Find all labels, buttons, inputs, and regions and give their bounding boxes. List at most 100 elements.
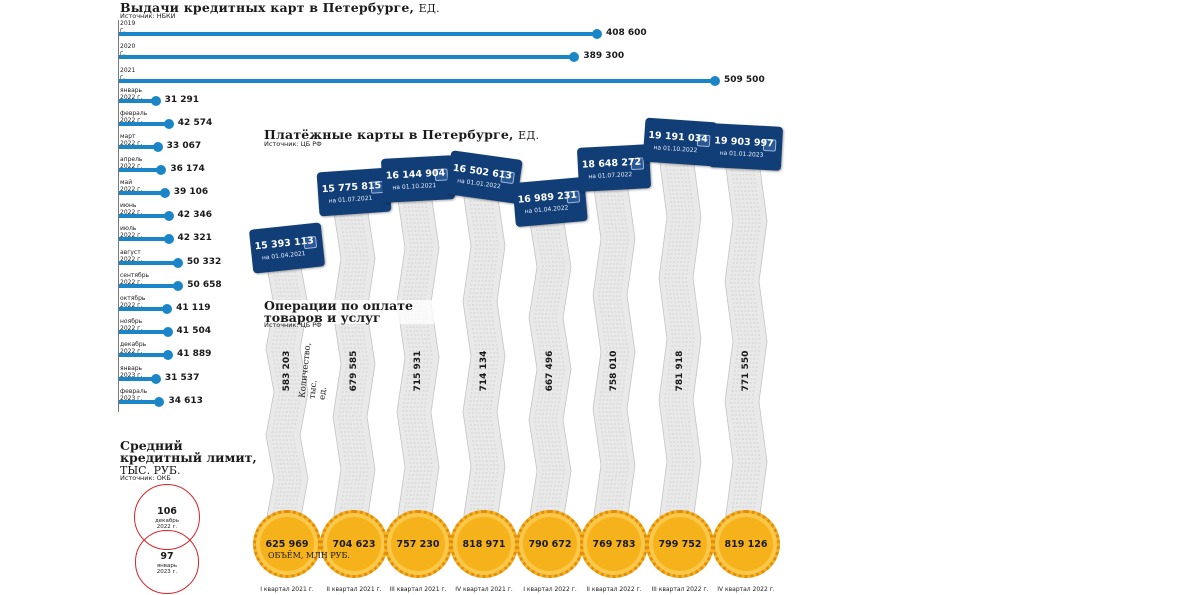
payment-card: 19 903 997 на 01.01.2023 [708,123,784,171]
issues-value-label: 42 321 [177,233,212,243]
ops-count-label: 583 203 [282,350,292,392]
ops-volume-label: 704 623 [332,539,376,550]
issues-bar [119,168,162,172]
issues-bar [119,99,156,103]
receipt-strip [528,215,572,523]
card-date-label: на 01.10.2021 [392,182,437,192]
ops-volume-coin: 819 126 [712,510,780,578]
issues-bar-dot [173,281,184,291]
ops-quarter-label: I квартал 2021 г. [260,586,314,593]
issues-value-label: 33 067 [166,141,202,151]
cards-title-text: Платёжные карты в Петербурге, [264,127,514,142]
issues-category-label: сентябрь 2022 г. [120,272,150,286]
issues-bar [119,145,158,149]
issues-value-label: 509 500 [724,75,765,85]
ops-volume-label: 790 672 [528,539,572,550]
issues-category-label: 2020 г. [120,43,136,57]
issues-bar [119,330,168,334]
limit-ring [135,530,199,594]
issues-source: Источник: НБКИ [120,12,176,20]
payment-card: 16 144 904 на 01.10.2021 [380,155,456,203]
card-date-label: на 01.04.2021 [261,250,306,262]
receipt-strip [396,192,440,523]
issues-bar-dot [154,397,165,407]
ops-volume-coin: 790 672 [516,510,584,578]
ops-quarter-label: III квартал 2022 г. [651,586,709,593]
card-date-label: на 01.07.2021 [328,194,373,205]
issues-bar [119,284,179,288]
ops-quarter-label: IV квартал 2021 г. [455,586,513,593]
card-date-label: на 01.07.2022 [588,171,633,181]
issues-category-label: декабрь 2022 г. [120,341,147,355]
ops-title: Операции по оплате товаров и услуг [264,299,434,324]
card-value-label: 15 393 113 [254,235,315,253]
issues-bar-dot [162,304,173,314]
ops-volume-coin: 757 230 [384,510,452,578]
receipt-strip [724,160,768,523]
ops-quarter-label: IV квартал 2022 г. [717,586,775,593]
payment-card: 15 393 113 на 01.04.2021 [248,222,326,274]
issues-bar [119,55,575,59]
limit-title-text: Средний кредитный лимит, [120,438,257,465]
ops-quarter-label: II квартал 2021 г. [326,586,382,593]
ops-quarter-label: III квартал 2021 г. [389,586,447,593]
payment-card: 19 191 034 на 01.10.2022 [642,117,718,167]
issues-value-label: 31 291 [164,95,200,105]
issues-category-label: июнь 2022 г. [120,202,143,216]
cards-title: Платёжные карты в Петербурге, ЕД. [264,127,539,142]
issues-bar [119,307,168,311]
limit-value-label: 106 [157,506,177,517]
ops-volume-label: 818 971 [462,539,506,550]
card-date-label: на 01.04.2022 [524,204,569,216]
issues-value-label: 41 119 [176,303,211,313]
ops-volume-coin: 769 783 [580,510,648,578]
issues-bar [119,377,156,381]
limit-value-label: 97 [160,551,174,562]
issues-bar-dot [150,374,161,384]
cards-source: Источник: ЦБ РФ [264,140,322,148]
issues-bar-dot [159,188,170,198]
issues-bar-dot [163,119,174,129]
ops-volume-label: 799 752 [658,539,702,550]
issues-bar [119,400,160,404]
issues-value-label: 42 574 [177,118,213,128]
issues-value-label: 31 537 [164,373,200,383]
receipt-strip [332,205,376,523]
issues-category-label: октябрь 2022 г. [120,295,146,309]
cards-unit: ЕД. [518,129,540,142]
ops-count-legend: Количество, тыс. ед. [297,342,329,401]
issues-category-label: апрель 2022 г. [120,156,143,170]
ops-volume-label: 625 969 [265,539,309,550]
issues-axis-line [118,20,119,412]
card-date-label: на 01.01.2023 [719,149,764,159]
issues-bar [119,122,169,126]
issues-category-label: май 2022 г. [120,179,143,193]
issues-value-label: 50 658 [187,280,222,290]
limit-source: Источник: ОКБ [120,474,171,482]
issues-value-label: 389 300 [583,51,625,61]
ops-volume-coin: 625 969 [253,510,321,578]
issues-value-label: 36 174 [170,164,205,174]
issues-bar [119,261,178,265]
issues-bar-dot [163,350,173,360]
ops-count-label: 781 918 [675,350,685,392]
ops-source: Источник: ЦБ РФ [264,321,322,329]
issues-bar-dot [162,327,173,337]
ops-count-label: 667 496 [545,350,555,392]
issues-bar-dot [710,76,720,86]
issues-unit: ЕД. [418,2,440,15]
issues-bar [119,191,165,195]
ops-quarter-label: I квартал 2022 г. [523,586,577,593]
payment-card: 16 989 231 на 01.04.2022 [512,176,588,228]
limit-unit: ТЫС. РУБ. [120,464,181,477]
ops-volume-label: 757 230 [396,539,440,550]
issues-bar-dot [591,29,602,39]
ops-count-label: 715 931 [413,350,423,392]
issues-bar-dot [163,211,174,221]
issues-bar-dot [150,96,161,106]
issues-category-label: август 2022 г. [120,249,143,263]
card-value-label: 19 903 997 [713,135,774,150]
issues-category-label: март 2022 г. [120,133,143,147]
issues-value-label: 41 889 [177,349,212,359]
